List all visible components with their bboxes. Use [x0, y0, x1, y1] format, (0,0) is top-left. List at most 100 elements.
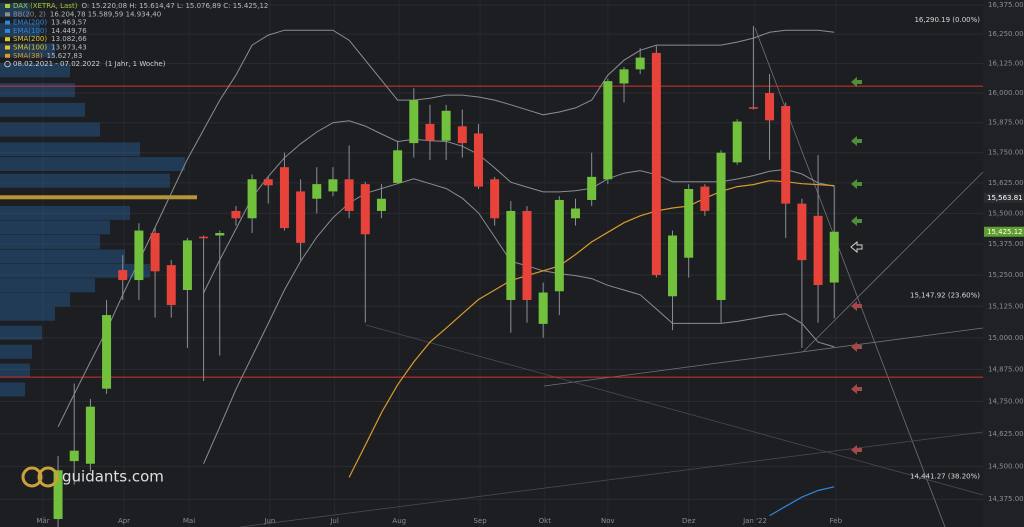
- grid: [0, 0, 983, 527]
- y-tick-label: 15,250.00: [988, 271, 1024, 279]
- y-tick-label: 16,250.00: [988, 30, 1024, 38]
- indicator-line: [769, 486, 835, 517]
- legend-value: 13.082,66: [51, 35, 87, 43]
- band-line: [203, 178, 835, 464]
- x-tick-label: Okt: [539, 517, 552, 525]
- profile-bar: [0, 363, 30, 378]
- legend-entry: SMA(100) 13.973,43: [13, 44, 87, 52]
- x-tick-label: Sep: [473, 517, 487, 525]
- x-tick-label: Mai: [183, 517, 195, 525]
- candle-body: [668, 235, 678, 297]
- profile-bar: [0, 43, 55, 58]
- candle-body: [69, 450, 79, 462]
- legend: DAX (XETRA, Last) O: 15.220,08 H: 15.614,…: [4, 2, 268, 68]
- candle-body: [748, 107, 758, 109]
- x-tick-label: Jan '22: [742, 517, 767, 525]
- legend-entry: EMA(200) 13.463,57: [13, 19, 87, 27]
- candle-body: [182, 240, 192, 291]
- candle-body: [813, 215, 823, 286]
- profile-bar: [0, 249, 125, 264]
- arrow-icon: [851, 301, 862, 311]
- legend-value: 16.204,78 15.589,59 14.934,40: [50, 10, 161, 18]
- candle-body: [85, 406, 95, 464]
- legend-label: EMA(200): [13, 19, 47, 27]
- profile-bar: [0, 205, 130, 220]
- candle-body: [376, 198, 386, 211]
- price-label-bg: [984, 226, 1024, 237]
- candle-body: [296, 191, 306, 243]
- x-tick-label: Nov: [601, 517, 615, 525]
- x-tick-label: Aug: [392, 517, 406, 525]
- candle-body: [441, 110, 451, 141]
- y-tick-label: 15,500.00: [988, 209, 1024, 217]
- legend-label: SMA(38): [13, 52, 43, 60]
- profile-bar: [0, 122, 100, 137]
- arrow-icon: [851, 179, 862, 189]
- profile-bar: [0, 157, 185, 172]
- legend-label: SMA(200): [13, 35, 47, 43]
- trend-line: [802, 171, 984, 353]
- candle-body: [635, 57, 645, 70]
- price-label-bg: [984, 192, 1024, 203]
- trend-line: [543, 327, 984, 387]
- period: 08.02.2021 - 07.02.2022 (1 Jahr, 1 Woche): [13, 60, 166, 68]
- candle-body: [797, 203, 807, 261]
- y-tick-label: 15,875.00: [988, 119, 1024, 127]
- clock-icon: [4, 60, 11, 68]
- arrow-icon: [851, 384, 862, 394]
- fib-label: 16,290.19 (0.00%): [914, 16, 980, 24]
- candle-body: [134, 230, 144, 281]
- volume-profile: [0, 2, 197, 397]
- y-tick-label: 15,625.00: [988, 179, 1024, 187]
- candle-body: [118, 270, 128, 281]
- fib-label: 15,147.92 (23.60%): [910, 292, 980, 300]
- legend-value: O: 15.220,08 H: 15.614,47 L: 15.076,89 C…: [81, 2, 268, 10]
- period-note: (1 Jahr, 1 Woche): [105, 60, 166, 68]
- profile-bar: [0, 263, 150, 278]
- x-tick-label: Jul: [329, 517, 339, 525]
- candle-body: [199, 236, 209, 239]
- candle-body: [247, 179, 257, 219]
- x-tick-label: Mär: [36, 517, 49, 525]
- legend-swatch: [5, 53, 10, 58]
- profile-bar: [0, 234, 100, 249]
- candle-body: [716, 152, 726, 301]
- legend-label: BB(20, 2): [13, 10, 46, 18]
- fib-label: 14,441.27 (38.20%): [910, 473, 980, 481]
- legend-swatch: [5, 20, 10, 25]
- arrow-icon: [851, 77, 862, 87]
- candle-body: [587, 176, 597, 200]
- price-axis-panel: [983, 0, 1024, 527]
- candle-body: [490, 179, 500, 219]
- arrow-icon: [851, 136, 862, 146]
- candle-body: [360, 184, 370, 235]
- x-tick-label: Feb: [830, 517, 843, 525]
- profile-bar: [0, 325, 42, 340]
- band-line: [57, 29, 835, 428]
- candle-body: [263, 179, 273, 186]
- arrow-icon: [851, 445, 862, 455]
- legend-value: 15.627,83: [47, 52, 83, 60]
- y-tick-label: 16,375.00: [988, 1, 1024, 9]
- candle-body: [829, 231, 839, 283]
- y-tick-label: 16,000.00: [988, 89, 1024, 97]
- price-label: 15,425.12: [987, 228, 1023, 236]
- profile-bar: [0, 23, 40, 38]
- logo: [37, 466, 59, 488]
- arrow-icon: [851, 216, 862, 226]
- y-tick-label: 14,750.00: [988, 398, 1024, 406]
- candle-body: [102, 315, 112, 389]
- profile-bar: [0, 102, 85, 117]
- indicator-line: [348, 180, 835, 478]
- profile-bar: [0, 344, 32, 359]
- trend-line: [239, 431, 984, 527]
- y-tick-label: 14,875.00: [988, 366, 1024, 374]
- candle-body: [53, 470, 63, 520]
- y-tick-label: 15,000.00: [988, 334, 1024, 342]
- profile-bar: [0, 382, 25, 397]
- watermark: guidants.com: [21, 466, 164, 488]
- candle-body: [651, 52, 661, 276]
- candle-body: [231, 210, 241, 219]
- candle-body: [765, 92, 775, 121]
